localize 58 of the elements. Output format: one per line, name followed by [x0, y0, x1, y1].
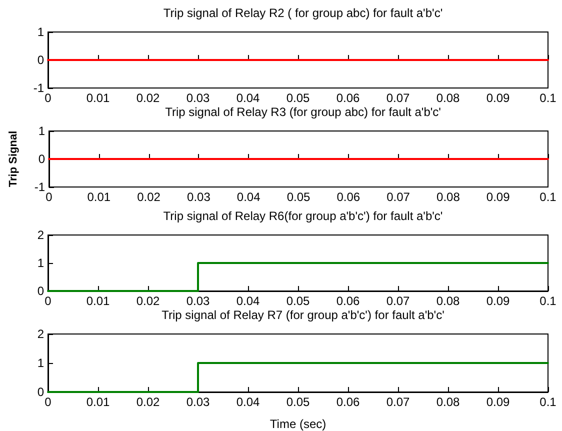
- x-tick-label: 0.03: [186, 395, 210, 409]
- x-tick-label: 0.07: [386, 91, 410, 105]
- x-tick-label: 0.03: [186, 91, 210, 105]
- y-tick-label: 1: [38, 124, 46, 138]
- y-tick-label: 1: [37, 356, 44, 370]
- x-tick-label: 0.06: [336, 395, 360, 409]
- x-tick-label: 0.04: [236, 91, 260, 105]
- y-tick-label: 2: [37, 327, 44, 341]
- x-tick-label: 0.05: [286, 395, 310, 409]
- y-tick-label: 2: [37, 228, 44, 242]
- x-tick-label: 0.01: [86, 395, 110, 409]
- x-tick-label: 0.09: [486, 190, 510, 204]
- y-tick-label: 0: [38, 152, 46, 166]
- y-axis-title: Trip Signal: [8, 130, 20, 188]
- x-tick-label: 0.02: [137, 190, 161, 204]
- y-tick-label: 1: [37, 25, 44, 39]
- x-tick-label: 0.05: [286, 294, 310, 308]
- x-tick-label: 0.02: [136, 294, 160, 308]
- chart-title: Trip signal of Relay R2 ( for group abc) for fault a'b'c': [163, 6, 443, 20]
- x-tick-label: 0.07: [386, 190, 410, 204]
- x-tick-label: 0.08: [436, 91, 460, 105]
- x-tick-label: 0.1: [540, 91, 557, 105]
- y-tick-label: 0: [37, 53, 44, 67]
- x-tick-label: 0.07: [386, 395, 410, 409]
- x-tick-label: 0.08: [436, 190, 460, 204]
- x-tick-label: 0.04: [236, 190, 261, 204]
- x-tick-label: 0.06: [336, 190, 360, 204]
- x-tick-label: 0.09: [486, 91, 510, 105]
- x-tick-label: 0.05: [286, 91, 310, 105]
- y-tick-label: 1: [37, 256, 44, 270]
- x-tick-label: 0.09: [486, 294, 510, 308]
- x-tick-label: 0.03: [186, 294, 210, 308]
- x-tick-label: 0.07: [386, 294, 410, 308]
- x-tick-label: 0.04: [236, 294, 260, 308]
- x-tick-label: 0.1: [540, 190, 557, 204]
- x-axis-title: Time (sec): [270, 417, 326, 431]
- y-tick-label: 0: [37, 284, 44, 298]
- x-tick-label: 0.1: [540, 294, 557, 308]
- x-tick-label: 0.04: [236, 395, 260, 409]
- x-tick-label: 0.05: [286, 190, 310, 204]
- y-tick-label: 0: [37, 385, 44, 399]
- y-tick-label: -1: [34, 180, 46, 194]
- x-tick-label: 0.03: [187, 190, 211, 204]
- x-tick-label: 0.09: [486, 395, 510, 409]
- x-tick-label: 0.1: [540, 395, 557, 409]
- x-tick-label: 0.01: [86, 294, 110, 308]
- x-tick-label: 0.01: [87, 190, 111, 204]
- x-tick-label: 0.02: [136, 91, 160, 105]
- x-tick-label: 0.01: [86, 91, 110, 105]
- chart-title: Trip signal of Relay R6(for group a'b'c') for fault a'b'c': [163, 209, 443, 223]
- y-tick-label: -1: [33, 81, 44, 95]
- x-tick-label: 0.06: [336, 91, 360, 105]
- chart-title: Trip signal of Relay R7 (for group a'b'c') for fault a'b'c': [162, 308, 444, 322]
- x-tick-label: 0.06: [336, 294, 360, 308]
- x-tick-label: 0.02: [136, 395, 160, 409]
- x-tick-label: 0.08: [436, 294, 460, 308]
- x-tick-label: 0.08: [436, 395, 460, 409]
- chart-title: Trip signal of Relay R3 (for group abc) for fault a'b'c': [165, 105, 441, 119]
